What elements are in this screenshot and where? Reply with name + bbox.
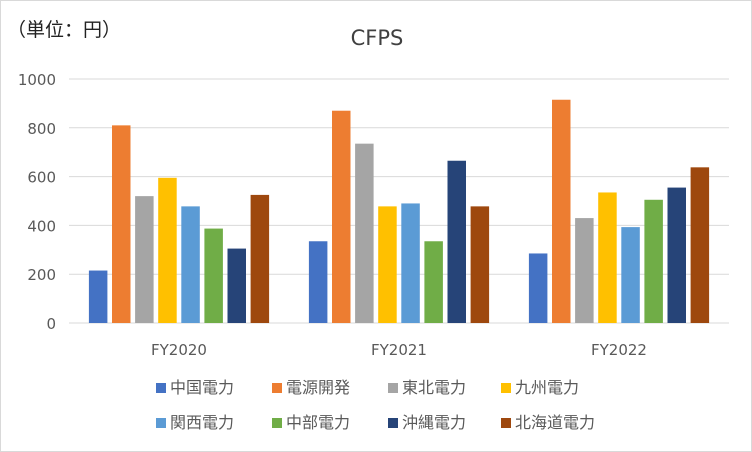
bar (204, 228, 223, 323)
bar (621, 227, 640, 323)
bar (598, 192, 617, 323)
bar (250, 194, 270, 323)
unit-label: （単位：円） (7, 19, 122, 41)
bar (332, 110, 351, 323)
legend-swatch (156, 383, 166, 393)
legend-label: 関西電力 (170, 413, 234, 432)
bar (528, 253, 548, 323)
legend-swatch (501, 383, 511, 393)
x-tick-label: FY2021 (371, 341, 427, 359)
y-tick-label: 600 (27, 169, 56, 187)
bar (135, 196, 154, 323)
y-tick-label: 800 (27, 120, 56, 138)
x-tick-label: FY2020 (151, 341, 207, 359)
y-tick-label: 200 (27, 266, 56, 284)
bar (181, 206, 200, 323)
bar (227, 248, 246, 323)
bar (88, 270, 108, 323)
legend-label: 北海道電力 (515, 413, 595, 432)
bar (644, 199, 663, 323)
legend-label: 東北電力 (402, 378, 466, 397)
y-tick-label: 0 (46, 315, 56, 333)
legend-swatch (272, 383, 282, 393)
legend-label: 中国電力 (170, 378, 234, 397)
bar (158, 177, 177, 323)
bar (355, 143, 374, 323)
bar (575, 218, 594, 323)
bar (401, 203, 420, 323)
bar (690, 167, 710, 323)
bar (112, 125, 131, 323)
chart-title: CFPS (351, 26, 404, 50)
legend-swatch (501, 418, 511, 428)
bar (378, 206, 397, 323)
legend-swatch (388, 383, 398, 393)
x-tick-label: FY2022 (591, 341, 647, 359)
bar (424, 241, 443, 323)
bar (470, 206, 490, 323)
y-tick-label: 400 (27, 217, 56, 235)
bar (308, 241, 328, 323)
y-tick-label: 1000 (18, 71, 56, 89)
bar (552, 99, 571, 324)
legend-label: 九州電力 (515, 378, 579, 397)
bar (447, 160, 466, 323)
legend-label: 電源開発 (286, 378, 350, 397)
legend-swatch (388, 418, 398, 428)
legend-label: 中部電力 (286, 413, 350, 432)
legend-swatch (272, 418, 282, 428)
legend-label: 沖縄電力 (402, 413, 466, 432)
legend-swatch (156, 418, 166, 428)
bar (667, 187, 686, 323)
